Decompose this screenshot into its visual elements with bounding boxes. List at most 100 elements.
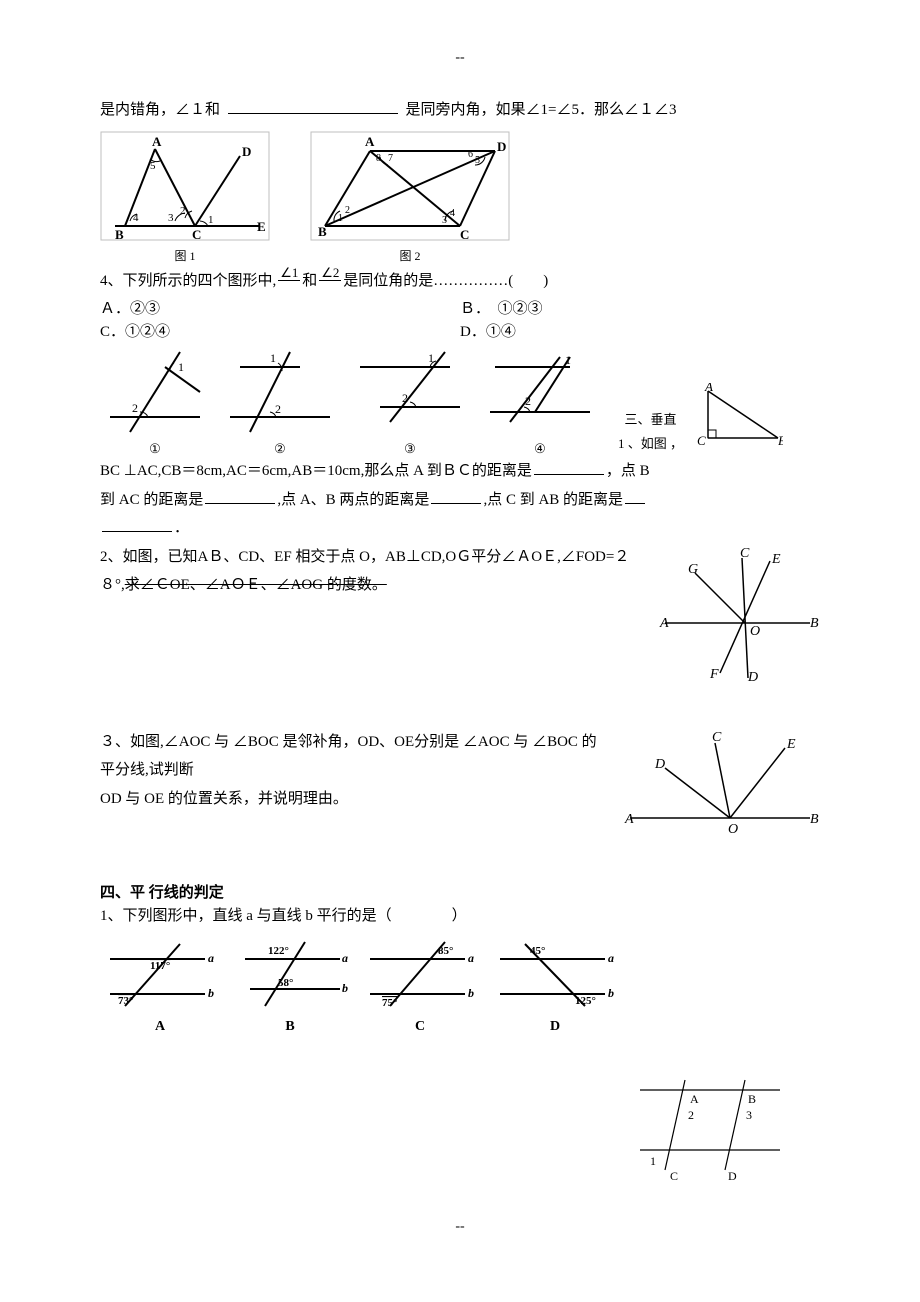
svg-text:C: C	[192, 227, 201, 241]
svg-text:117°: 117°	[150, 960, 170, 972]
frac1: ∠1	[278, 266, 300, 296]
side-col: 三、垂直 1 、如图 ，	[610, 408, 683, 457]
opt-b: Ｂ． ①②③	[460, 297, 820, 318]
svg-text:2: 2	[345, 205, 350, 216]
svg-text:1: 1	[650, 1154, 656, 1168]
sec4-figA: a b 117° 73° A	[100, 934, 220, 1035]
labA: A	[100, 1019, 220, 1035]
q4-fig3: 1 2 ③	[350, 347, 470, 457]
opt-c: C．①②④	[100, 320, 460, 341]
blank	[625, 488, 645, 504]
s3q1-l1: BC ⊥AC,CB＝8cm,AC＝6cm,AB＝10cm,那么点 A 到ＢＣ的距…	[100, 457, 820, 486]
svg-text:122°: 122°	[268, 945, 289, 957]
fig1-box: A B C D E 1 2 3 4 5 图 1	[100, 131, 270, 264]
opt-d: D．①④	[460, 320, 820, 341]
intro-part1: 是内错角，∠１和	[100, 102, 220, 118]
svg-text:3: 3	[746, 1108, 752, 1122]
s3q2-fig: A B C D E F G O	[650, 543, 820, 688]
s3q1-l2: 到 AC 的距离是,点 A、B 两点的距离是,点 C 到 AB 的距离是	[100, 486, 820, 515]
svg-text:b: b	[208, 986, 214, 1000]
svg-text:D: D	[497, 139, 506, 154]
svg-text:4: 4	[133, 212, 139, 224]
q4-fig4: 1 2 ④	[480, 347, 600, 457]
svg-text:4: 4	[450, 208, 455, 219]
s3q3-fig: A B C D E O	[620, 728, 820, 843]
s3q1-l3: ．	[100, 514, 820, 543]
svg-text:a: a	[468, 951, 474, 965]
q4-stem: 4、下列所示的四个图形中, ∠1 和 ∠2 是同位角的是……………( )	[100, 266, 820, 296]
svg-text:2: 2	[275, 402, 281, 416]
q4-fig1: 1 2 ①	[100, 347, 210, 457]
svg-text:2: 2	[180, 205, 186, 217]
svg-text:A: A	[152, 134, 162, 149]
s3q2-strike: 求∠ＣOE、∠AＯＥ、∠AOG 的度数。	[125, 577, 387, 593]
svg-text:C: C	[460, 227, 469, 241]
svg-text:C: C	[670, 1169, 678, 1183]
q4-mid: 和	[302, 267, 317, 296]
svg-text:O: O	[728, 822, 738, 837]
svg-text:b: b	[342, 981, 348, 995]
fig-row-1: A B C D E 1 2 3 4 5 图 1	[100, 131, 820, 264]
svg-text:E: E	[771, 552, 781, 567]
circ-4: ④	[480, 441, 600, 457]
right-triangle: A B C	[693, 383, 783, 457]
svg-text:B: B	[810, 812, 819, 827]
svg-text:A: A	[624, 812, 634, 827]
fig2-box: A B C D 1 2 3 4 5 6 7 8 图 2	[310, 131, 510, 264]
svg-text:85°: 85°	[438, 945, 453, 957]
fig2-svg: A B C D 1 2 3 4 5 6 7 8	[310, 131, 510, 241]
svg-text:A: A	[659, 616, 669, 631]
svg-text:F: F	[709, 667, 719, 682]
sec4-figC: a b 85° 75° C	[360, 934, 480, 1035]
svg-text:D: D	[654, 757, 665, 772]
svg-text:a: a	[608, 951, 614, 965]
sec4-figB: a b 122° 58° B	[230, 934, 350, 1035]
svg-text:a: a	[208, 951, 214, 965]
q4-opts2: C．①②④ D．①④	[100, 320, 820, 341]
svg-text:1: 1	[178, 360, 184, 374]
labB: B	[230, 1019, 350, 1035]
q4-figs: 1 2 ① 1 2 ② 1	[100, 347, 820, 457]
fig1-svg: A B C D E 1 2 3 4 5	[100, 131, 270, 241]
intro-part2: 是同旁内角，如果∠1=∠5．那么∠１∠3	[406, 102, 677, 118]
blank	[431, 488, 481, 504]
svg-text:2: 2	[132, 401, 138, 415]
q4-fig2: 1 2 ②	[220, 347, 340, 457]
intro-line: 是内错角，∠１和 是同旁内角，如果∠1=∠5．那么∠１∠3	[100, 96, 820, 125]
svg-text:C: C	[697, 433, 706, 448]
labD: D	[490, 1019, 620, 1035]
footer-dash: --	[100, 1219, 820, 1235]
svg-text:2: 2	[688, 1108, 694, 1122]
svg-text:45°: 45°	[530, 945, 545, 957]
page: -- 是内错角，∠１和 是同旁内角，如果∠1=∠5．那么∠１∠3 A B C D…	[100, 0, 820, 1275]
svg-text:E: E	[257, 219, 266, 234]
q4-stem-b: 是同位角的是……………( )	[343, 267, 548, 296]
svg-text:C: C	[712, 730, 722, 745]
labC: C	[360, 1019, 480, 1035]
svg-text:1: 1	[428, 351, 434, 365]
svg-text:1: 1	[338, 213, 343, 224]
svg-text:G: G	[688, 562, 698, 577]
svg-text:B: B	[778, 433, 783, 448]
sec4-figD: a b 45° 125° D	[490, 934, 620, 1035]
svg-text:A: A	[365, 134, 375, 149]
svg-text:58°: 58°	[278, 977, 293, 989]
fig1-caption: 图 1	[100, 247, 270, 264]
svg-text:E: E	[786, 737, 796, 752]
blank	[228, 98, 398, 114]
svg-text:B: B	[810, 616, 819, 631]
svg-text:A: A	[704, 383, 713, 394]
svg-text:D: D	[242, 144, 251, 159]
svg-text:6: 6	[468, 149, 473, 160]
svg-text:O: O	[750, 624, 760, 639]
svg-text:73°: 73°	[118, 995, 133, 1007]
circ-2: ②	[220, 441, 340, 457]
frac2: ∠2	[319, 266, 341, 296]
svg-text:1: 1	[270, 351, 276, 365]
blank	[534, 459, 604, 475]
svg-text:125°: 125°	[575, 995, 596, 1007]
svg-text:1: 1	[208, 214, 214, 226]
circ-3: ③	[350, 441, 470, 457]
svg-text:B: B	[748, 1092, 756, 1106]
fig2-caption: 图 2	[310, 247, 510, 264]
